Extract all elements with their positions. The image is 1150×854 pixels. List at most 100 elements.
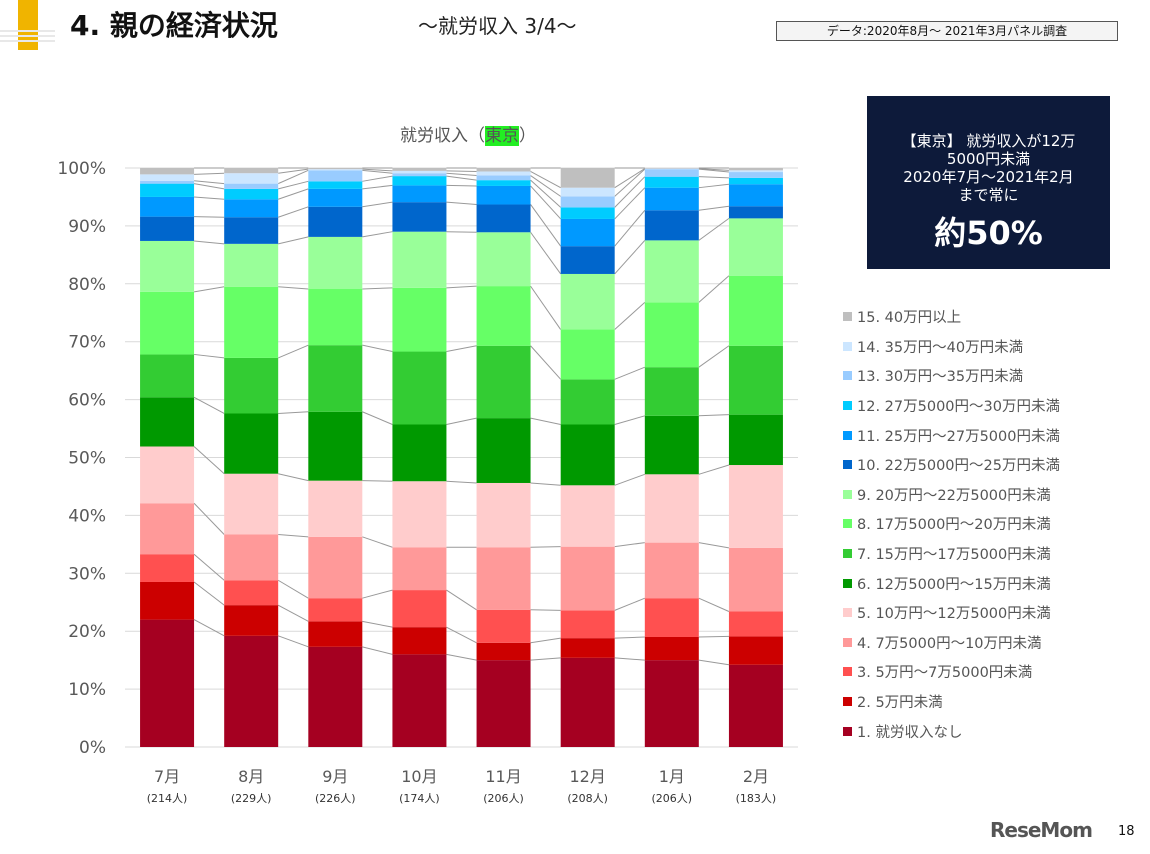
- series-connector-line: [446, 170, 477, 172]
- series-connector-line: [194, 180, 225, 185]
- series-connector-line: [530, 417, 561, 425]
- series-connector-line: [278, 534, 309, 538]
- series-connector-line: [446, 626, 477, 644]
- bar-segment: [728, 206, 783, 219]
- legend-item: 10. 22万5000円～25万円未満: [843, 450, 1060, 480]
- bar-segment: [308, 411, 363, 481]
- series-connector-line: [446, 231, 477, 233]
- bar-segment: [560, 657, 615, 747]
- y-tick-label: 10%: [68, 680, 106, 700]
- chart-title: 就労収入（東京）: [400, 121, 536, 146]
- bar-segment: [392, 424, 447, 482]
- series-connector-line: [530, 637, 561, 644]
- series-connector-line: [362, 231, 393, 238]
- series-connector-line: [362, 536, 393, 548]
- legend-item: 12. 27万5000円～30万円未満: [843, 391, 1060, 421]
- series-connector-line: [193, 183, 225, 190]
- bar-segment: [140, 174, 195, 181]
- bar-segment: [308, 181, 363, 189]
- series-connector-line: [446, 201, 477, 205]
- series-connector-line: [530, 482, 561, 486]
- series-connector-line: [446, 345, 477, 353]
- series-connector-line: [698, 414, 729, 417]
- decorative-lines: [0, 30, 55, 45]
- chart-title-suffix: ）: [519, 126, 536, 146]
- bar-segment: [728, 611, 783, 637]
- bar-segment: [140, 291, 195, 355]
- bar-segment: [476, 609, 531, 643]
- series-connector-line: [530, 175, 561, 197]
- bar-segment: [392, 481, 447, 548]
- x-tick-label: 8月: [238, 767, 264, 786]
- series-connector-line: [614, 209, 646, 247]
- bar-segment: [476, 185, 531, 205]
- bar-segment: [308, 168, 363, 170]
- series-connector-line: [194, 353, 225, 359]
- resemom-logo: ReseMom: [990, 818, 1093, 842]
- bar-segment: [560, 187, 615, 197]
- series-connector-line: [362, 589, 393, 599]
- bar-segment: [308, 536, 363, 599]
- legend-label: 1. 就労収入なし: [857, 724, 963, 741]
- series-connector-line: [362, 184, 393, 190]
- callout-text: 【東京】 就労収入が12万 5000円未満 2020年7月～2021年2月 まで…: [901, 132, 1076, 204]
- series-connector-line: [362, 646, 393, 655]
- legend-label: 15. 40万円以上: [857, 310, 962, 327]
- series-connector-line: [614, 168, 646, 189]
- series-connector-line: [446, 175, 477, 181]
- legend-label: 9. 20万円～22万5000円未満: [857, 487, 1051, 504]
- series-connector-line: [193, 446, 225, 475]
- bar-segment: [308, 206, 363, 237]
- series-connector-line: [698, 345, 730, 368]
- series-connector-line: [193, 581, 225, 606]
- y-tick-label: 80%: [68, 275, 106, 295]
- bar-segment: [728, 414, 783, 466]
- series-connector-line: [530, 345, 562, 380]
- series-connector-line: [446, 417, 477, 425]
- series-connector-line: [278, 635, 309, 648]
- series-connector-line: [698, 464, 730, 475]
- bar-segment: [728, 170, 783, 173]
- series-connector-line: [194, 216, 225, 218]
- series-connector-line: [278, 286, 309, 290]
- x-tick-sublabel: (229人): [231, 792, 272, 805]
- series-connector-line: [530, 285, 562, 330]
- legend-swatch: [843, 430, 852, 440]
- bar-segment: [644, 168, 699, 169]
- bar-segment: [476, 232, 531, 287]
- bar-segment: [392, 351, 447, 425]
- legend-item: 6. 12万5000円～15万円未満: [843, 568, 1060, 598]
- x-tick-sublabel: (174人): [399, 792, 440, 805]
- page-title: 4. 親の経済状況: [70, 9, 278, 42]
- series-connector-line: [278, 473, 309, 482]
- series-connector-line: [530, 185, 562, 220]
- series-connector-line: [277, 579, 309, 599]
- bar-segment: [644, 636, 699, 661]
- bar-segment: [224, 286, 279, 358]
- bar-segment: [308, 646, 363, 747]
- legend-item: 3. 5万円～7万5000円未満: [843, 657, 1060, 687]
- legend-swatch: [843, 460, 852, 470]
- bar-segment: [392, 173, 447, 177]
- series-connector-line: [698, 168, 729, 173]
- y-tick-label: 0%: [79, 738, 106, 758]
- series-connector-line: [446, 285, 477, 289]
- bar-segment: [224, 217, 279, 244]
- series-connector-line: [614, 168, 646, 197]
- bar-segment: [140, 168, 195, 175]
- legend-swatch: [843, 519, 852, 529]
- bar-segment: [140, 196, 195, 217]
- series-connector-line: [193, 619, 225, 637]
- bar-segment: [140, 619, 195, 747]
- bar-segment: [476, 642, 531, 661]
- series-connector-line: [193, 502, 225, 535]
- bar-segment: [140, 503, 195, 555]
- bar-segment: [644, 598, 699, 637]
- legend-label: 7. 15万円～17万5000円未満: [857, 547, 1051, 564]
- bar-segment: [644, 474, 699, 543]
- bar-segment: [644, 240, 699, 303]
- legend-swatch: [843, 401, 852, 411]
- bar-segment: [560, 218, 615, 247]
- bar-segment: [560, 610, 615, 639]
- legend-item: 9. 20万円～22万5000円未満: [843, 480, 1060, 510]
